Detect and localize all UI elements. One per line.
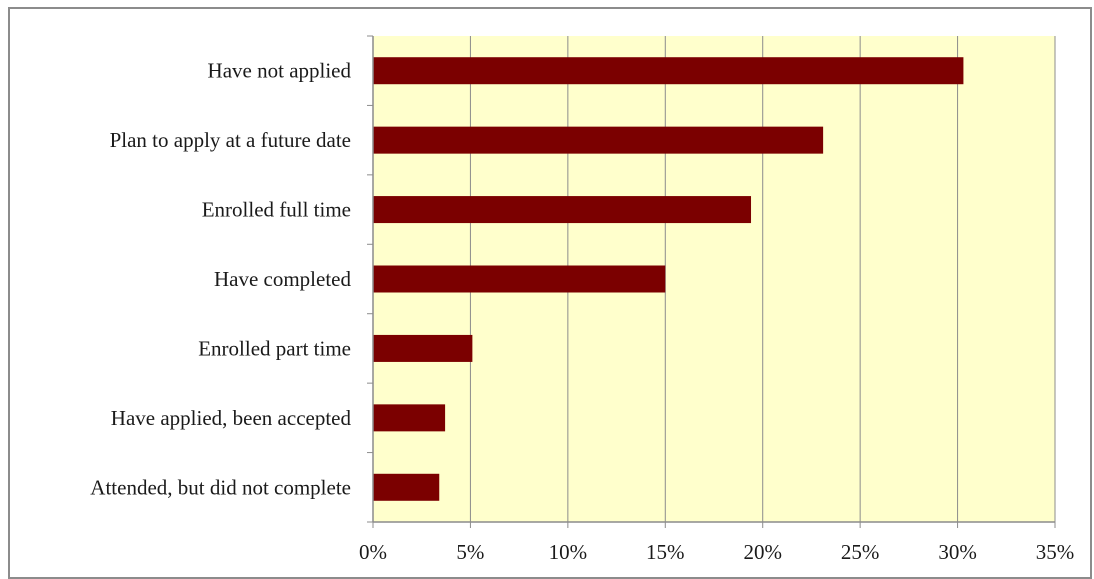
category-label: Enrolled full time <box>202 198 351 222</box>
bar <box>373 473 440 501</box>
category-label: Have applied, been accepted <box>111 406 352 430</box>
x-tick-label: 25% <box>841 540 880 564</box>
x-tick-label: 20% <box>743 540 782 564</box>
category-label: Have completed <box>214 267 352 291</box>
x-tick-label: 30% <box>938 540 977 564</box>
category-label: Plan to apply at a future date <box>110 128 351 152</box>
axes <box>367 35 1055 523</box>
bar <box>373 404 446 432</box>
category-label: Attended, but did not complete <box>90 475 351 499</box>
x-tick-label: 10% <box>549 540 588 564</box>
x-tick-label: 15% <box>646 540 685 564</box>
x-tick-label: 0% <box>359 540 387 564</box>
category-label: Enrolled part time <box>198 336 351 360</box>
category-label: Have not applied <box>208 59 352 83</box>
x-tick-labels: 0% 5% 10% 15% 20% 25% 30% 35% <box>359 540 1074 564</box>
bar <box>373 265 666 293</box>
x-tick-label: 35% <box>1036 540 1075 564</box>
x-tick-label: 5% <box>456 540 484 564</box>
bar <box>373 57 964 85</box>
category-labels: Have not applied Plan to apply at a futur… <box>90 59 351 500</box>
bar <box>373 196 752 224</box>
bars <box>373 57 964 501</box>
bar <box>373 334 473 362</box>
bar <box>373 126 824 154</box>
